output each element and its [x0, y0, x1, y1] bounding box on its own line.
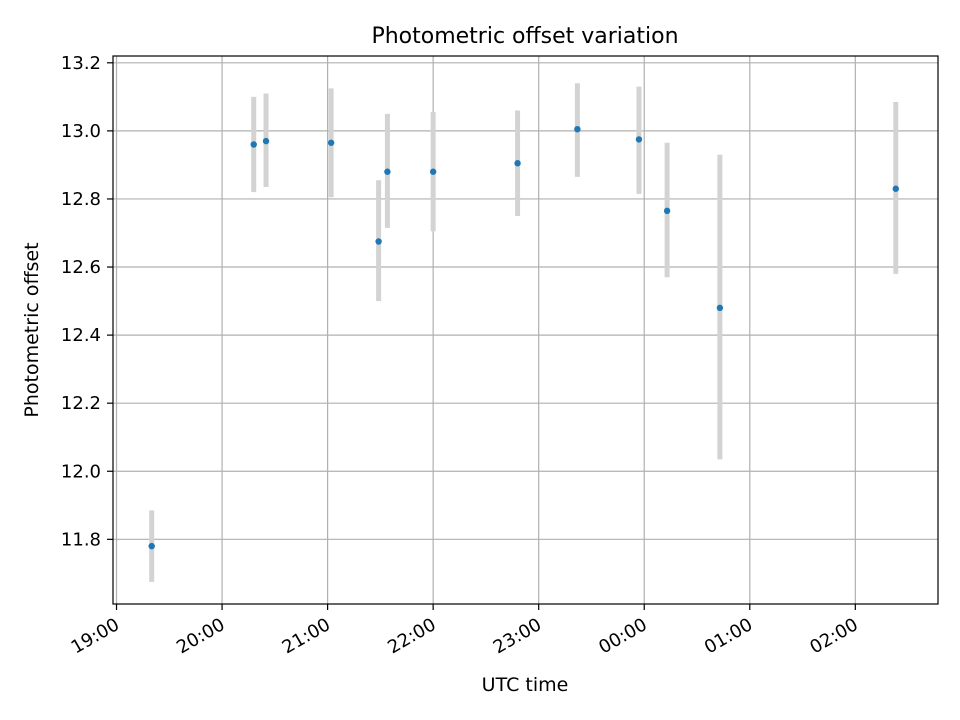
x-tick-label: 01:00	[701, 614, 756, 658]
x-tick-label: 19:00	[68, 614, 123, 658]
y-axis: 11.8 12.0 12.2 12.4 12.6 12.8 13.0 13.2	[61, 53, 113, 550]
grid	[113, 56, 938, 604]
data-point	[514, 160, 521, 167]
data-points	[148, 125, 899, 550]
data-point	[429, 168, 437, 175]
y-tick-label: 13.0	[61, 121, 101, 142]
data-point	[384, 168, 391, 175]
data-point	[250, 141, 257, 148]
x-tick-label: 21:00	[279, 614, 334, 658]
data-point	[327, 139, 335, 146]
x-tick-label: 23:00	[490, 614, 545, 658]
y-tick-label: 12.2	[61, 393, 101, 414]
y-tick-label: 13.2	[61, 53, 101, 74]
data-point	[716, 304, 724, 312]
x-axis: 19:00 20:00 21:00 22:00 23:00 00:00 01:00 02:00	[68, 604, 862, 658]
data-point	[635, 136, 643, 143]
data-point	[148, 542, 155, 550]
y-axis-label: Photometric offset	[21, 242, 43, 417]
x-tick-label: 02:00	[806, 614, 861, 658]
x-tick-label: 00:00	[595, 614, 650, 658]
plot-frame	[112, 55, 939, 605]
y-tick-label: 12.4	[61, 325, 101, 346]
error-bars	[149, 83, 899, 582]
y-tick-label: 12.8	[61, 189, 101, 210]
x-tick-label: 22:00	[384, 614, 439, 658]
chart-title: Photometric offset variation	[371, 24, 678, 49]
y-tick-label: 11.8	[61, 529, 101, 550]
data-point	[574, 125, 581, 133]
x-axis-label: UTC time	[482, 674, 569, 696]
y-tick-label: 12.6	[61, 257, 101, 278]
data-point	[663, 207, 671, 215]
data-point	[892, 185, 899, 192]
data-point	[262, 137, 270, 145]
x-tick-label: 20:00	[173, 614, 228, 658]
data-point	[375, 238, 382, 245]
y-tick-label: 12.0	[61, 461, 101, 482]
